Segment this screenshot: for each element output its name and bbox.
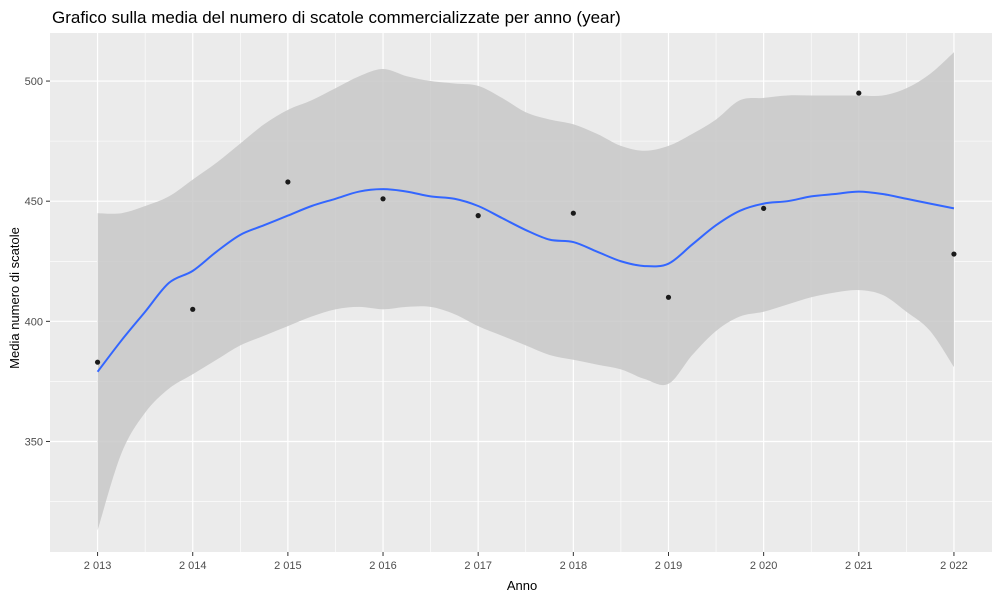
data-point: [475, 213, 481, 219]
x-axis-ticks: 2 013 2 014 2 015 2 016 2 017 2 018 2 019 2 020…: [84, 552, 968, 572]
x-tick-label: 2 020: [750, 560, 778, 572]
x-tick-label: 2 019: [655, 560, 683, 572]
x-tick-label: 2 013: [84, 560, 112, 572]
data-point: [380, 196, 386, 202]
y-tick-label: 500: [25, 76, 43, 88]
smooth-line: [96, 188, 955, 373]
y-axis-ticks: 350 400 450 500: [25, 76, 50, 448]
data-point: [570, 210, 576, 216]
y-tick-label: 400: [25, 316, 43, 328]
data-point: [761, 205, 767, 212]
y-axis-title: Media numero di scatole: [7, 227, 22, 369]
data-points: [94, 90, 957, 365]
x-tick-label: 2 015: [274, 560, 302, 572]
data-point: [285, 179, 291, 185]
data-point: [951, 251, 957, 257]
data-point: [856, 90, 862, 96]
data-point: [665, 294, 672, 300]
data-point: [94, 359, 101, 365]
x-tick-label: 2 022: [940, 560, 968, 572]
y-tick-label: 450: [25, 196, 43, 208]
x-tick-label: 2 018: [560, 560, 588, 572]
x-tick-label: 2 021: [845, 560, 873, 572]
data-point: [190, 306, 196, 312]
chart-title: Grafico sulla media del numero di scatol…: [52, 8, 621, 27]
x-tick-label: 2 016: [369, 560, 397, 572]
x-tick-label: 2 014: [179, 560, 207, 572]
x-axis-title: Anno: [507, 578, 537, 593]
y-tick-label: 350: [25, 436, 43, 448]
confidence-band: [97, 52, 954, 531]
x-tick-label: 2 017: [464, 560, 492, 572]
